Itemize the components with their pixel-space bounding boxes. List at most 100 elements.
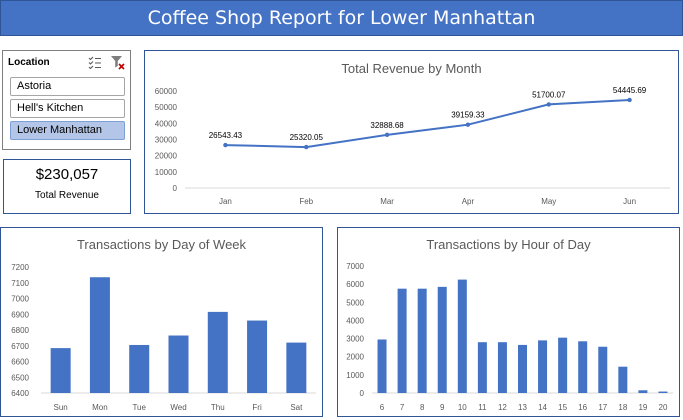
dow-chart-title: Transactions by Day of Week — [76, 237, 247, 252]
y-tick-label: 3000 — [346, 335, 364, 344]
data-label: 51700.07 — [532, 90, 566, 99]
data-label: 25320.05 — [290, 133, 324, 142]
y-tick-label: 6900 — [11, 310, 29, 319]
x-tick-label: 8 — [420, 403, 425, 412]
bar — [247, 320, 268, 393]
y-tick-label: 40000 — [155, 119, 178, 128]
data-point — [627, 97, 632, 103]
y-tick-label: 7100 — [11, 279, 29, 288]
x-tick-label: Fri — [252, 403, 262, 412]
y-tick-label: 7200 — [11, 263, 29, 272]
y-tick-label: 20000 — [155, 152, 178, 161]
x-tick-label: 7 — [400, 403, 405, 412]
report-title-bar: Coffee Shop Report for Lower Manhattan — [0, 0, 683, 36]
x-tick-label: Feb — [299, 197, 313, 206]
bar — [168, 335, 189, 393]
bar — [638, 390, 648, 393]
x-tick-label: 20 — [659, 403, 668, 412]
data-label: 39159.33 — [451, 111, 485, 120]
bar — [658, 391, 668, 393]
x-tick-label: 15 — [558, 403, 567, 412]
hour-chart-title: Transactions by Hour of Day — [426, 237, 591, 252]
dow-chart-panel: Transactions by Day of Week 6400 6500 6600… — [0, 227, 323, 417]
data-label: 54445.69 — [613, 86, 647, 95]
y-tick-label: 1000 — [346, 371, 364, 380]
report-title: Coffee Shop Report for Lower Manhattan — [147, 7, 536, 29]
bar — [598, 346, 608, 393]
x-tick-label: 18 — [618, 403, 627, 412]
y-tick-label: 2000 — [346, 353, 364, 362]
location-slicer: Location Astoria Hell's Kitchen Lower Ma… — [2, 50, 131, 150]
x-tick-label: Wed — [170, 403, 186, 412]
bar — [437, 286, 447, 393]
bar — [578, 341, 588, 393]
x-tick-label: 16 — [578, 403, 587, 412]
y-tick-label: 6700 — [11, 342, 29, 351]
bar — [89, 277, 110, 393]
x-tick-label: 17 — [598, 403, 607, 412]
revenue-chart: 0 10000 20000 30000 40000 50000 60000 Jan Feb Mar… — [155, 86, 670, 206]
x-tick-label: 13 — [518, 403, 527, 412]
y-tick-label: 0 — [360, 389, 365, 398]
x-tick-label: 14 — [538, 403, 547, 412]
bar — [129, 344, 150, 393]
x-tick-label: 11 — [478, 403, 487, 412]
y-tick-label: 6800 — [11, 326, 29, 335]
y-tick-label: 30000 — [155, 136, 178, 145]
x-tick-label: 10 — [458, 403, 467, 412]
bar — [497, 342, 507, 393]
clear-filter-icon[interactable] — [109, 54, 125, 70]
x-tick-label: 9 — [440, 403, 445, 412]
x-tick-label: 12 — [498, 403, 507, 412]
data-point — [384, 132, 390, 138]
y-tick-label: 0 — [173, 184, 178, 193]
hour-chart: 0 1000 2000 3000 4000 5000 6000 7000 6 7 8 9 10 11 12 1… — [346, 262, 673, 412]
bar — [50, 348, 71, 393]
y-tick-label: 4000 — [346, 316, 364, 325]
x-tick-label: Sat — [290, 403, 303, 412]
total-revenue-value: $230,057 — [35, 166, 99, 183]
multi-select-icon[interactable] — [87, 54, 103, 70]
bar — [618, 366, 628, 393]
slicer-item-lower-manhattan[interactable]: Lower Manhattan — [10, 121, 125, 140]
y-tick-label: 10000 — [155, 168, 178, 177]
x-tick-label: May — [541, 197, 556, 206]
data-point — [465, 122, 471, 127]
y-tick-label: 6600 — [11, 358, 29, 367]
data-label: 32888.68 — [370, 121, 404, 130]
bar — [397, 288, 407, 393]
revenue-chart-title: Total Revenue by Month — [341, 61, 482, 76]
x-tick-label: Sun — [54, 403, 68, 412]
total-revenue-label: Total Revenue — [35, 190, 99, 201]
y-tick-label: 6500 — [11, 373, 29, 382]
y-tick-label: 50000 — [155, 103, 178, 112]
bar — [207, 311, 228, 393]
bar — [457, 279, 467, 393]
revenue-chart-panel: Total Revenue by Month 0 10000 20000 30000 4… — [144, 50, 679, 214]
revenue-line — [225, 98, 630, 149]
data-label: 26543.43 — [209, 131, 243, 140]
data-point — [223, 142, 228, 148]
y-tick-label: 7000 — [346, 262, 364, 271]
bar — [417, 288, 427, 393]
y-tick-label: 6000 — [346, 280, 364, 289]
x-tick-label: Jan — [219, 197, 232, 206]
hour-chart-panel: Transactions by Hour of Day 0 1000 2000 300… — [337, 227, 680, 417]
x-tick-label: Mar — [380, 197, 394, 206]
data-point — [546, 102, 551, 107]
dow-chart: 6400 6500 6600 6700 6800 6900 7000 7100 7200 Sun M… — [11, 263, 316, 412]
x-tick-label: Tue — [132, 403, 146, 412]
slicer-item-astoria[interactable]: Astoria — [10, 77, 125, 96]
bar — [558, 337, 568, 393]
y-tick-label: 5000 — [346, 298, 364, 307]
slicer-item-hells-kitchen[interactable]: Hell's Kitchen — [10, 99, 125, 118]
bar — [518, 344, 527, 393]
bar — [286, 342, 307, 393]
data-point — [304, 144, 309, 150]
y-tick-label: 7000 — [11, 295, 29, 304]
slicer-title: Location — [8, 57, 50, 68]
x-tick-label: 19 — [638, 403, 647, 412]
bar — [377, 339, 387, 393]
bar — [477, 342, 487, 393]
bar — [538, 340, 548, 393]
